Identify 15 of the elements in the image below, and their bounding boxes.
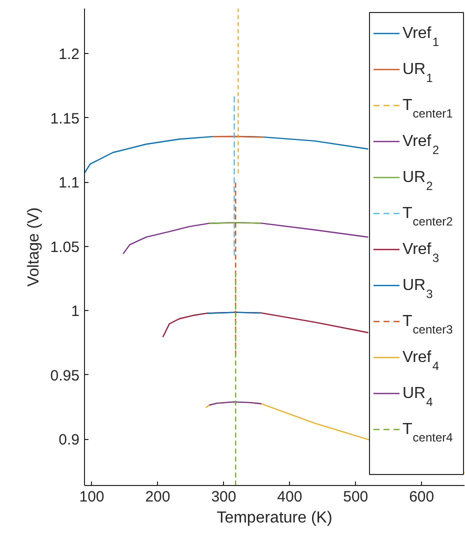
- y-axis-title: Voltage (V): [25, 207, 42, 287]
- y-tick-label: 1.1: [58, 174, 80, 192]
- y-tick-label: 0.95: [50, 367, 80, 384]
- y-tick-label: 1.2: [58, 46, 80, 63]
- x-tick-label: 500: [343, 488, 368, 506]
- y-tick-label: 1.05: [50, 238, 80, 256]
- y-tick-label: 1: [71, 303, 80, 320]
- x-tick-label: 300: [211, 488, 236, 506]
- x-axis-title: Temperature (K): [216, 510, 332, 526]
- y-tick-label: 1.15: [50, 110, 80, 128]
- y-tick-label: 0.9: [58, 432, 80, 449]
- x-tick-label: 200: [145, 488, 170, 506]
- x-tick-label: 100: [79, 488, 104, 506]
- x-tick-label: 600: [409, 488, 434, 506]
- x-tick-label: 400: [277, 488, 302, 506]
